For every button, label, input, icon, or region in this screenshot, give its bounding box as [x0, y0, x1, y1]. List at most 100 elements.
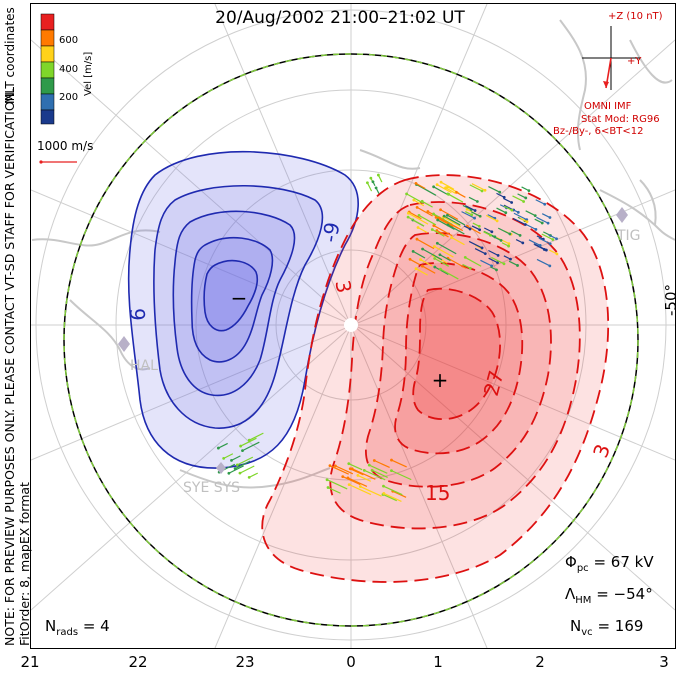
velocity-vector-origin — [346, 476, 350, 480]
velocity-vector — [437, 242, 457, 255]
velocity-vector-origin — [358, 485, 362, 488]
station-label-hal: HAL — [130, 358, 158, 374]
velocity-vector — [234, 460, 251, 470]
velocity-vector — [496, 207, 507, 214]
station-marker-sye — [216, 462, 226, 474]
color-bar-tick-400: 400 — [59, 64, 79, 75]
contour-label-neg9: -9 — [317, 220, 344, 244]
imf-stat-mod-label: Stat Mod: RG96 — [581, 114, 660, 125]
velocity-vector-origin — [468, 266, 472, 270]
velocity-vector-origin — [522, 200, 526, 203]
velocity-vector-origin — [390, 469, 393, 473]
velocity-vector-origin — [434, 215, 438, 219]
velocity-vector-origin — [415, 205, 419, 209]
velocity-vector-origin — [432, 185, 436, 189]
velocity-vector-origin — [367, 463, 371, 467]
velocity-vector-origin — [374, 186, 378, 190]
velocity-vector-origin — [439, 267, 442, 271]
velocity-vector-origin — [408, 257, 412, 261]
velocity-vector — [416, 183, 437, 196]
imf-bin-label: Bz-/By-, 6<BT<12 — [553, 126, 644, 137]
velocity-vector-origin — [426, 210, 430, 213]
velocity-vector-origin — [442, 214, 446, 218]
velocity-vector — [484, 227, 493, 233]
velocity-vector — [436, 229, 449, 238]
velocity-vector-origin — [405, 192, 408, 196]
velocity-vector — [382, 493, 398, 502]
velocity-vector — [525, 210, 536, 217]
contour-label-9: 9 — [125, 308, 149, 321]
velocity-vector — [488, 257, 498, 264]
coastlines — [31, 19, 675, 489]
velocity-vector-origin — [222, 456, 226, 460]
velocity-vector — [374, 459, 390, 469]
velocity-vector — [538, 237, 551, 245]
velocity-vector — [536, 258, 551, 267]
velocity-vector-origin — [470, 213, 474, 217]
velocity-vector — [413, 199, 425, 207]
velocity-vector-origin — [420, 264, 424, 268]
velocity-vector-origin — [238, 471, 242, 475]
velocity-vector-origin — [421, 247, 424, 251]
velocity-vector — [434, 257, 450, 267]
velocity-vector-origin — [435, 241, 439, 245]
velocity-vector — [392, 490, 407, 498]
velocity-vector — [421, 200, 433, 208]
velocity-vector — [465, 205, 476, 212]
velocity-vector — [439, 217, 459, 229]
velocity-vector-origin — [411, 249, 415, 253]
velocity-vector — [383, 492, 402, 502]
velocity-vector-origin — [341, 475, 345, 478]
velocity-vector — [351, 468, 376, 480]
velocity-vector-origin — [490, 230, 494, 234]
velocity-vector-origin — [325, 478, 329, 482]
imf-z-label: +Z (10 nT) — [608, 11, 663, 22]
velocity-vector-origin — [473, 209, 477, 212]
velocity-vector — [416, 206, 433, 217]
velocity-vector-origin — [496, 253, 500, 257]
station-label-tig: TIG — [616, 228, 641, 244]
velocity-vector — [416, 238, 435, 250]
velocity-vector — [422, 248, 443, 261]
velocity-vector — [415, 268, 428, 276]
velocity-vector — [488, 185, 501, 193]
velocity-vector — [467, 225, 481, 235]
velocity-vector — [239, 465, 255, 474]
velocity-vector — [470, 211, 481, 217]
velocity-vector — [349, 468, 364, 476]
velocity-vector-origin — [450, 236, 454, 239]
velocity-vector-origin — [439, 180, 443, 184]
velocity-vector-origin — [483, 252, 487, 256]
color-bar-tick-600: 600 — [59, 35, 79, 46]
positive-convection-cell — [262, 175, 609, 582]
stat-phi-pc: Φpc = 67 kV — [565, 553, 654, 574]
velocity-vector-origin — [480, 246, 484, 250]
velocity-vector — [434, 245, 454, 258]
velocity-vector-origin — [439, 208, 442, 212]
stat-lambda-hm: ΛHM = −54° — [565, 585, 653, 606]
velocity-vector-origin — [412, 198, 416, 202]
velocity-vector-origin — [555, 237, 558, 241]
velocity-vector-origin — [216, 446, 220, 450]
velocity-vector — [474, 248, 486, 255]
velocity-vector — [439, 254, 451, 262]
velocity-vector — [440, 268, 459, 280]
velocity-vector — [503, 197, 512, 204]
velocity-vector — [517, 193, 527, 199]
velocity-vector — [451, 237, 465, 246]
velocity-vector — [347, 477, 368, 488]
stat-n-rads-value: = 4 — [82, 617, 110, 635]
velocity-vector-origin — [502, 262, 506, 266]
velocity-vector-origin — [525, 220, 529, 224]
velocity-vector-origin — [376, 173, 380, 177]
velocity-vector-origin — [432, 245, 436, 248]
velocity-vector-origin — [533, 214, 537, 217]
velocity-vector-origin — [521, 241, 525, 245]
velocity-vector-origin — [348, 467, 352, 471]
velocity-vector-origin — [227, 471, 231, 475]
velocity-vector — [364, 469, 386, 481]
velocity-vector — [409, 258, 421, 266]
velocity-vector-origin — [247, 475, 251, 479]
velocity-vector — [447, 193, 459, 201]
